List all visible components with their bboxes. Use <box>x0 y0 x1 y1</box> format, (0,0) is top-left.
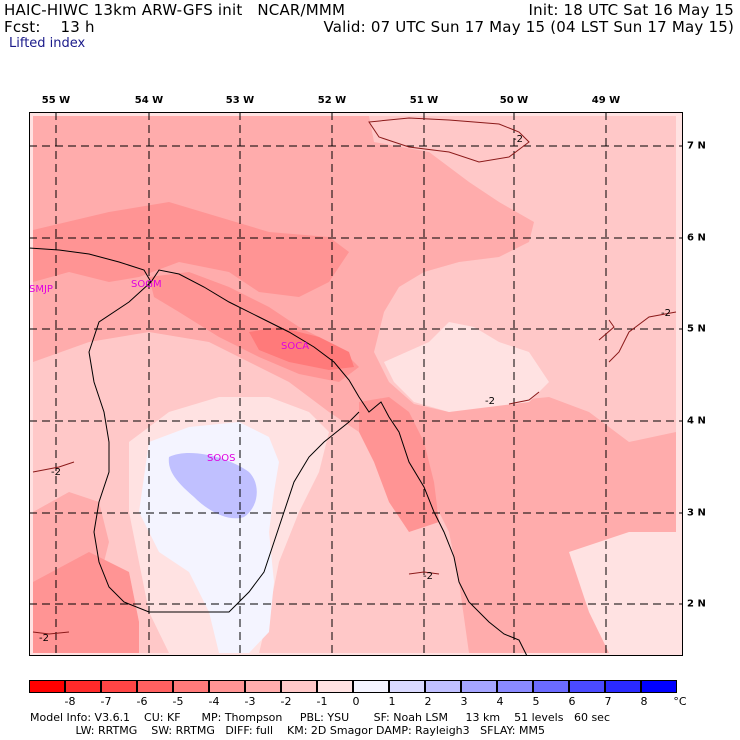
colorbar-swatch <box>605 680 641 693</box>
colorbar-swatch <box>173 680 209 693</box>
colorbar-swatch <box>65 680 101 693</box>
colorbar-swatch <box>389 680 425 693</box>
colorbar-label: 7 <box>604 695 612 708</box>
contour-south <box>408 571 440 575</box>
colorbar-label: 5 <box>532 695 540 708</box>
colorbar-swatch <box>29 680 65 693</box>
title-line-1: HAIC-HIWC 13km ARW-GFS init NCAR/MMM <box>4 1 346 19</box>
lon-label-51w: 51 W <box>409 95 439 106</box>
colorbar-swatch <box>533 680 569 693</box>
colorbar-label: -1 <box>316 695 328 708</box>
colorbar-label: -8 <box>64 695 76 708</box>
model-info-line-1: Model Info: V3.6.1 CU: KF MP: Thompson P… <box>30 711 610 724</box>
colorbar-label: -4 <box>208 695 220 708</box>
shading-minus4-to-minus5 <box>249 327 354 370</box>
station-smjp: SMJP <box>29 284 53 295</box>
colorbar-label: 2 <box>424 695 432 708</box>
lon-label-49w: 49 W <box>591 95 621 106</box>
contour-small-east <box>598 319 615 341</box>
colorbar-label: 3 <box>460 695 468 708</box>
map-frame <box>29 112 683 656</box>
shading-minus3-east <box>359 397 439 532</box>
colorbar-label: 6 <box>568 695 576 708</box>
colorbar-label: -6 <box>136 695 148 708</box>
lat-label-6n: 6 N <box>687 232 706 244</box>
contour-label: -2 <box>661 308 671 319</box>
colorbar-label: 4 <box>496 695 504 708</box>
shading-positive-2-to-3 <box>168 452 257 519</box>
lat-label-4n: 4 N <box>687 415 706 427</box>
colorbar-unit: °C <box>673 695 687 708</box>
model-info-line-2: LW: RRTMG SW: RRTMG DIFF: full KM: 2D Sm… <box>30 724 545 737</box>
contour-east <box>608 311 677 363</box>
forecast-hour: Fcst: 13 h <box>4 18 95 36</box>
contour-center-east <box>508 391 540 405</box>
lifted-index-map: -2 -2 -2 -2 -2 -2 SMJP SOGM SOCA SOOS <box>29 112 683 656</box>
lon-label-53w: 53 W <box>225 95 255 106</box>
lon-label-54w: 54 W <box>134 95 164 106</box>
colorbar-swatch <box>245 680 281 693</box>
colorbar-label: -3 <box>244 695 256 708</box>
border-path-suriname <box>88 281 360 613</box>
colorbar-label: -2 <box>280 695 292 708</box>
colorbar-label: -7 <box>100 695 112 708</box>
contour-label: -2 <box>51 467 61 478</box>
colorbar-swatch <box>101 680 137 693</box>
colorbar-swatch <box>641 680 677 693</box>
colorbar-swatch <box>353 680 389 693</box>
colorbar-swatch <box>569 680 605 693</box>
contour-label: -2 <box>423 571 433 582</box>
station-sogm: SOGM <box>131 279 162 290</box>
lon-label-55w: 55 W <box>41 95 71 106</box>
colorbar-label: -5 <box>172 695 184 708</box>
lat-label-3n: 3 N <box>687 507 706 519</box>
contour-southwest <box>32 631 70 635</box>
station-soca: SOCA <box>281 341 309 352</box>
shading-0-to-minus1-southeast <box>569 532 676 653</box>
lat-label-5n: 5 N <box>687 323 706 335</box>
field-name: Lifted index <box>9 36 86 51</box>
lat-lon-grid <box>29 112 683 656</box>
valid-time: Valid: 07 UTC Sun 17 May 15 (04 LST Sun … <box>323 18 734 36</box>
colorbar-label: 8 <box>640 695 648 708</box>
contour-label: -2 <box>485 396 495 407</box>
colorbar-swatch <box>317 680 353 693</box>
shading-minus3-southwest <box>33 552 139 653</box>
contour-label: -2 <box>513 134 523 145</box>
lat-label-2n: 2 N <box>687 598 706 610</box>
contour-west <box>32 461 75 473</box>
contour-north <box>368 117 530 163</box>
station-soos: SOOS <box>207 453 235 464</box>
colorbar-swatch <box>209 680 245 693</box>
colorbar-label: 0 <box>352 695 360 708</box>
colorbar-swatch <box>281 680 317 693</box>
contour-label: -2 <box>39 633 49 644</box>
colorbar-swatch <box>137 680 173 693</box>
shading-0-to-minus1-east <box>384 322 549 412</box>
lat-label-7n: 7 N <box>687 140 706 152</box>
lon-label-52w: 52 W <box>317 95 347 106</box>
colorbar-swatch <box>461 680 497 693</box>
colorbar-label: 1 <box>388 695 396 708</box>
country-borders <box>29 247 528 656</box>
lon-label-50w: 50 W <box>499 95 529 106</box>
init-time: Init: 18 UTC Sat 16 May 15 <box>528 1 734 19</box>
colorbar-swatch <box>497 680 533 693</box>
shading-minus3-to-minus4-north <box>33 202 349 297</box>
colorbar-swatch <box>425 680 461 693</box>
contour-lines <box>32 117 677 635</box>
